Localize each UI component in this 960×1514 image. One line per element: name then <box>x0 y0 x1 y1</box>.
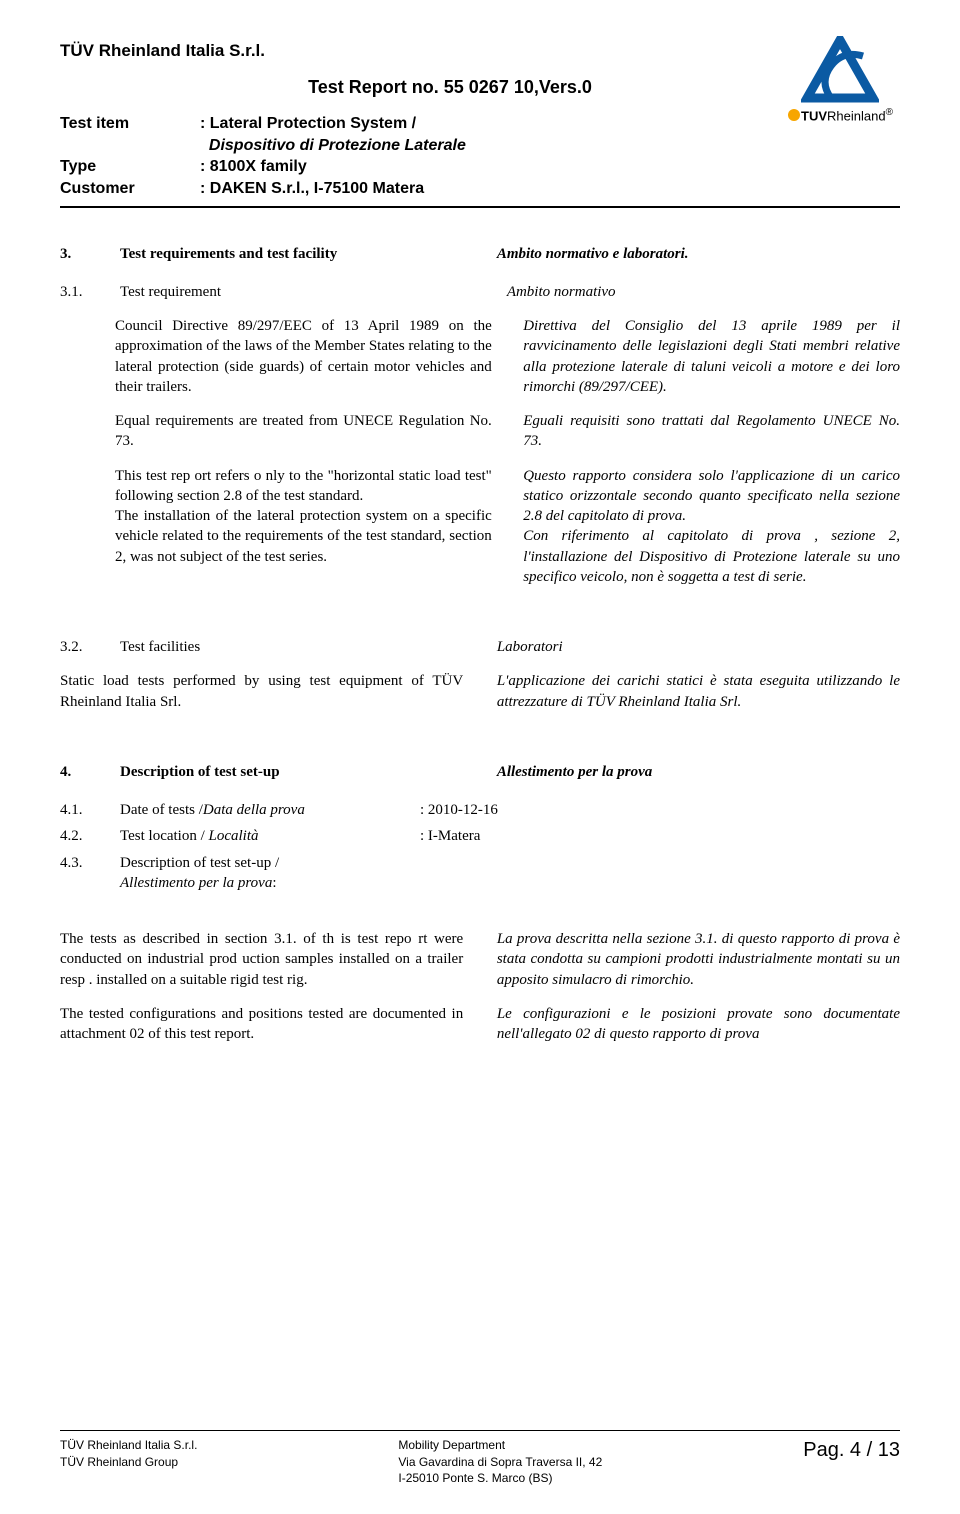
section-31-head: 3.1. Test requirement Ambito normativo <box>60 282 900 302</box>
meta-type-value: : 8100X family <box>200 156 900 178</box>
s4-left-p2: The tested configurations and positions … <box>60 1004 463 1045</box>
s32-title-it: Laboratori <box>497 637 900 657</box>
s4-body: The tests as described in section 3.1. o… <box>60 929 900 1058</box>
r42-lbl-it: Località <box>209 828 259 844</box>
r41-lbl-it: Data della prova <box>203 802 305 818</box>
footer-col1-l2: TÜV Rheinland Group <box>60 1454 197 1470</box>
row-43: 4.3. Description of test set-up / Allest… <box>60 853 900 894</box>
s32-right-p: L'applicazione dei carichi statici è sta… <box>497 671 900 712</box>
meta-test-item-en: : Lateral Protection System / <box>200 115 416 132</box>
s31-right-p3: Questo rapporto considera solo l'applica… <box>523 466 900 527</box>
logo-reg: ® <box>886 107 893 118</box>
report-title: Test Report no. 55 0267 10,Vers.0 <box>160 75 740 99</box>
r43-lbl-it: Allestimento per la prova <box>120 875 272 891</box>
header-rule <box>60 206 900 208</box>
logo-rheinland: Rheinland <box>827 108 886 123</box>
s31-title-it: Ambito normativo <box>497 282 900 302</box>
meta-type-label: Type <box>60 156 200 178</box>
meta-customer-value: : DAKEN S.r.l., I-75100 Matera <box>200 178 900 200</box>
footer-page: Pag. 4 / 13 <box>803 1437 900 1486</box>
meta-test-item-label: Test item <box>60 113 200 156</box>
company-name: TÜV Rheinland Italia S.r.l. <box>60 40 900 63</box>
s32-num: 3.2. <box>60 637 120 657</box>
s31-num: 3.1. <box>60 282 120 302</box>
s31-right-p2: Eguali requisiti sono trattati dal Regol… <box>523 411 900 452</box>
r43-num: 4.3. <box>60 853 120 894</box>
s31-right-p1: Direttiva del Consiglio del 13 aprile 19… <box>523 316 900 397</box>
s3-num: 3. <box>60 244 120 264</box>
s4-title-en: Description of test set-up <box>120 762 280 782</box>
r41-lbl-en: Date of tests / <box>120 802 203 818</box>
tuv-triangle-icon <box>801 36 879 104</box>
s31-left-p2: Equal requirements are treated from UNEC… <box>115 411 492 452</box>
r41-num: 4.1. <box>60 800 120 820</box>
r43-lbl-en: Description of test set-up / <box>120 855 279 871</box>
section-3-head: 3. Test requirements and test facility A… <box>60 244 900 264</box>
s31-right-p4: Con riferimento al capitolato di prova ,… <box>523 526 900 587</box>
s3-title-en: Test requirements and test facility <box>120 244 337 264</box>
s4-num: 4. <box>60 762 120 782</box>
section-32-head: 3.2. Test facilities Laboratori <box>60 637 900 657</box>
s3-title-it: Ambito normativo e laboratori. <box>497 244 900 264</box>
footer-col2-l2: Via Gavardina di Sopra Traversa II, 42 <box>398 1454 602 1470</box>
r43-lbl-suffix: : <box>272 875 276 891</box>
meta-block: Test item : Lateral Protection System / … <box>60 113 900 199</box>
s32-left-p: Static load tests performed by using tes… <box>60 671 463 712</box>
logo-circle-icon <box>787 108 801 122</box>
row-41: 4.1. Date of tests /Data della prova : 2… <box>60 800 900 820</box>
section-4-head: 4. Description of test set-up Allestimen… <box>60 762 900 782</box>
tuv-logo: TUVRheinland® <box>780 36 900 125</box>
s32-body: Static load tests performed by using tes… <box>60 671 900 726</box>
logo-tuv: TUV <box>801 108 827 123</box>
r42-num: 4.2. <box>60 826 120 846</box>
footer-col2-l1: Mobility Department <box>398 1437 602 1453</box>
r41-val: : 2010-12-16 <box>420 800 498 820</box>
footer-col1: TÜV Rheinland Italia S.r.l. TÜV Rheinlan… <box>60 1437 197 1486</box>
footer-col2: Mobility Department Via Gavardina di Sop… <box>398 1437 602 1486</box>
s31-left-p3: This test rep ort refers o nly to the "h… <box>115 466 492 507</box>
r42-val: : I-Matera <box>420 826 480 846</box>
row-42: 4.2. Test location / Località : I-Matera <box>60 826 900 846</box>
logo-text: TUVRheinland® <box>780 106 900 125</box>
s31-left-p4: The installation of the lateral protecti… <box>115 506 492 567</box>
meta-test-item-it: Dispositivo di Protezione Laterale <box>209 137 466 154</box>
s4-left-p1: The tests as described in section 3.1. o… <box>60 929 463 990</box>
meta-customer-label: Customer <box>60 178 200 200</box>
s4-right-p2: Le configurazioni e le posizioni provate… <box>497 1004 900 1045</box>
s4-title-it: Allestimento per la prova <box>497 762 900 782</box>
s4-right-p1: La prova descritta nella sezione 3.1. di… <box>497 929 900 990</box>
footer-col2-l3: I-25010 Ponte S. Marco (BS) <box>398 1470 602 1486</box>
s31-left-p1: Council Directive 89/297/EEC of 13 April… <box>115 316 492 397</box>
s31-title-en: Test requirement <box>120 282 221 302</box>
s31-body: Council Directive 89/297/EEC of 13 April… <box>115 316 900 601</box>
s32-title-en: Test facilities <box>120 637 200 657</box>
r42-lbl-en: Test location / <box>120 828 209 844</box>
page-footer: TÜV Rheinland Italia S.r.l. TÜV Rheinlan… <box>60 1430 900 1486</box>
footer-col1-l1: TÜV Rheinland Italia S.r.l. <box>60 1437 197 1453</box>
